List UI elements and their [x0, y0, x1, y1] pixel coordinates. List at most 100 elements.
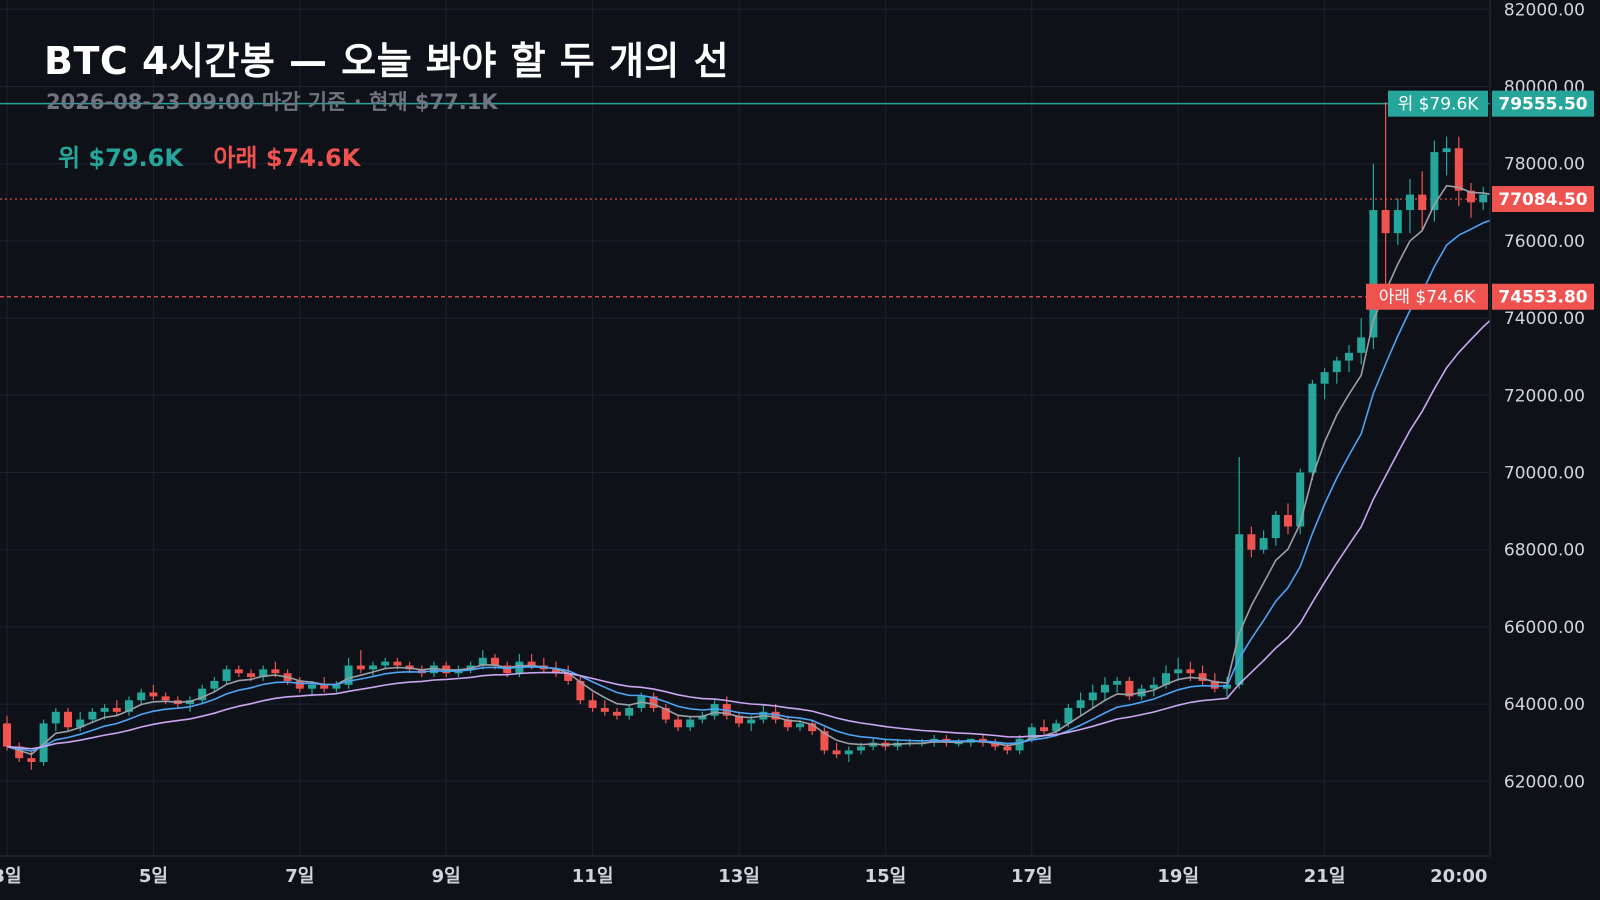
candle-body[interactable] — [1247, 534, 1256, 550]
candle-body[interactable] — [1284, 514, 1292, 527]
candle-body[interactable] — [1003, 746, 1012, 751]
candle-body[interactable] — [1015, 738, 1024, 751]
candle-body[interactable] — [76, 719, 85, 728]
candle-body[interactable] — [674, 719, 682, 728]
candle-body[interactable] — [234, 669, 243, 674]
candle-body[interactable] — [1052, 723, 1061, 732]
candle-body[interactable] — [710, 704, 719, 716]
candle-body[interactable] — [27, 758, 36, 762]
candle-body[interactable] — [1027, 727, 1036, 739]
candle-body[interactable] — [857, 746, 865, 751]
candle-body[interactable] — [1064, 707, 1073, 724]
candle-body[interactable] — [1125, 680, 1134, 697]
candle-body[interactable] — [1430, 152, 1439, 211]
candle-body[interactable] — [137, 692, 146, 701]
candle-body[interactable] — [1149, 684, 1158, 689]
candle-body[interactable] — [796, 723, 804, 728]
candle-body[interactable] — [564, 673, 573, 681]
candle-body[interactable] — [356, 665, 365, 670]
candle-body[interactable] — [1174, 669, 1183, 674]
candle-body[interactable] — [1479, 194, 1488, 203]
candle-body[interactable] — [1186, 669, 1195, 674]
candle-body[interactable] — [1418, 194, 1427, 211]
candle-body[interactable] — [747, 719, 756, 724]
candle-body[interactable] — [1076, 700, 1085, 708]
candle-body[interactable] — [832, 750, 841, 755]
candle-body[interactable] — [320, 684, 329, 689]
candle-body[interactable] — [808, 723, 817, 732]
candle-body[interactable] — [51, 711, 60, 724]
price-axis[interactable]: 82000.0080000.0078000.0076000.0074000.00… — [1504, 0, 1585, 792]
candle-body[interactable] — [125, 700, 133, 712]
candle-body[interactable] — [1442, 148, 1451, 153]
candle-body[interactable] — [588, 700, 597, 708]
candle-body[interactable] — [466, 665, 475, 670]
candle-body[interactable] — [771, 711, 780, 720]
candle-body[interactable] — [1369, 210, 1378, 338]
candle-body[interactable] — [259, 669, 268, 678]
candle-body[interactable] — [369, 665, 377, 670]
candle-body[interactable] — [783, 719, 792, 728]
candle-body[interactable] — [478, 657, 487, 666]
candle-body[interactable] — [527, 661, 536, 666]
candle-body[interactable] — [600, 707, 609, 712]
candle-body[interactable] — [1320, 372, 1329, 384]
candle-body[interactable] — [100, 707, 109, 712]
candle-body[interactable] — [344, 665, 353, 685]
candle-body[interactable] — [295, 680, 304, 689]
candle-body[interactable] — [39, 723, 48, 762]
candle-body[interactable] — [393, 661, 402, 666]
candle-body[interactable] — [247, 673, 255, 678]
candle-body[interactable] — [1101, 684, 1109, 693]
candle-body[interactable] — [381, 661, 390, 666]
candle-body[interactable] — [149, 692, 158, 697]
candle-body[interactable] — [271, 669, 280, 674]
candle-body[interactable] — [1210, 680, 1219, 689]
candle-body[interactable] — [1332, 360, 1341, 373]
candle-body[interactable] — [698, 715, 707, 720]
candle-body[interactable] — [649, 696, 658, 708]
candle-body[interactable] — [1040, 727, 1048, 732]
candle-body[interactable] — [1406, 194, 1414, 211]
candle-body[interactable] — [1467, 190, 1475, 203]
candle-body[interactable] — [1393, 210, 1402, 234]
candle-body[interactable] — [1259, 538, 1268, 550]
candle-body[interactable] — [332, 684, 341, 689]
candle-body[interactable] — [686, 719, 695, 728]
candle-body[interactable] — [3, 723, 11, 747]
candle-body[interactable] — [88, 711, 97, 720]
candle-body[interactable] — [1357, 337, 1366, 353]
candle-body[interactable] — [64, 711, 72, 728]
candle-body[interactable] — [1198, 673, 1207, 681]
candle-body[interactable] — [576, 680, 585, 701]
candle-body[interactable] — [820, 731, 829, 751]
time-axis[interactable]: 3일 5일 7일 9일 11일 13일 15일 17일 19일 21일 20:00 — [0, 866, 1487, 887]
candle-body[interactable] — [552, 669, 560, 674]
candle-body[interactable] — [613, 711, 621, 716]
candle-body[interactable] — [661, 707, 670, 720]
candle-body[interactable] — [1235, 534, 1244, 685]
candle-body[interactable] — [1296, 472, 1305, 527]
candle-body[interactable] — [1381, 210, 1390, 234]
candle-body[interactable] — [1162, 673, 1170, 685]
candle-body[interactable] — [844, 750, 853, 755]
candle-body[interactable] — [1454, 148, 1463, 191]
candle-body[interactable] — [112, 707, 121, 712]
candle-body[interactable] — [1271, 514, 1280, 539]
candle-body[interactable] — [1308, 383, 1317, 473]
candle-body[interactable] — [1113, 680, 1122, 685]
candle-body[interactable] — [991, 742, 1000, 747]
candle-body[interactable] — [222, 669, 231, 681]
candle-body[interactable] — [210, 680, 219, 689]
candle-body[interactable] — [198, 688, 207, 701]
candle-body[interactable] — [1345, 352, 1353, 361]
candle-body[interactable] — [954, 742, 963, 745]
candle-body[interactable] — [15, 746, 24, 759]
candle-body[interactable] — [491, 657, 499, 666]
candle-body[interactable] — [503, 665, 512, 674]
candle-body[interactable] — [735, 715, 743, 724]
candle-body[interactable] — [625, 707, 634, 716]
candle-body[interactable] — [161, 696, 170, 701]
candle-body[interactable] — [430, 665, 438, 674]
